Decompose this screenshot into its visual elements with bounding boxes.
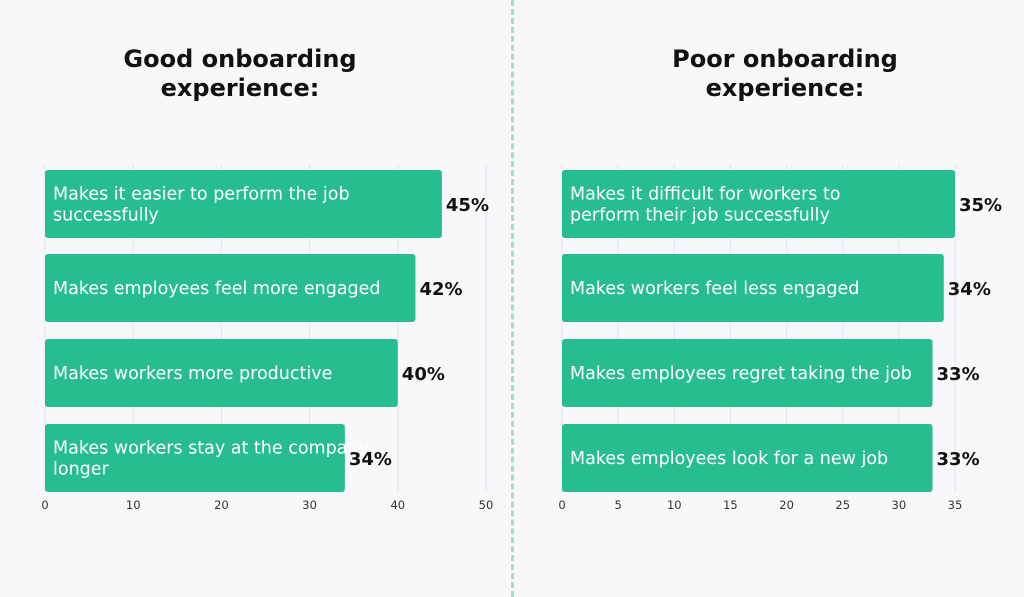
data-label: 34% [948,279,991,300]
bar-label: Makes workers stay at the company longer [53,439,369,480]
data-label: 35% [959,195,1002,216]
x-tick-label: 40 [390,498,405,512]
x-tick-label: 30 [302,498,317,512]
bar-label: Makes employees regret taking the job [570,364,912,384]
bar [562,254,944,322]
x-tick-label: 0 [41,498,48,512]
bar-label: Makes employees look for a new job [570,449,888,469]
data-label: 42% [419,279,462,300]
x-tick-label: 5 [614,498,621,512]
bar-label: Makes workers more productive [53,364,332,384]
bar-label: Makes workers feel less engaged [570,279,859,299]
bar [45,170,442,238]
data-label: 33% [937,364,980,385]
chart-title-good: Good onboarding experience: [123,45,357,102]
x-tick-label: 30 [892,498,907,512]
x-tick-label: 20 [214,498,229,512]
x-tick-label: 0 [558,498,565,512]
bar [45,339,398,407]
bar [562,170,955,238]
bar-label: Makes it difficult for workers to perform… [570,185,841,226]
x-tick-label: 35 [948,498,963,512]
data-label: 45% [446,195,489,216]
bar [45,254,416,322]
x-tick-label: 15 [723,498,738,512]
data-label: 33% [937,449,980,470]
bar [45,424,345,492]
panel-divider [511,0,514,597]
data-label: 40% [402,364,445,385]
chart-title-poor: Poor onboarding experience: [672,45,898,102]
bar-label: Makes employees feel more engaged [53,279,381,299]
data-label: 34% [349,449,392,470]
bar [562,424,933,492]
x-tick-label: 10 [126,498,141,512]
x-tick-label: 20 [779,498,794,512]
x-tick-label: 10 [667,498,682,512]
x-tick-label: 50 [479,498,494,512]
x-tick-label: 25 [835,498,850,512]
bar-label: Makes it easier to perform the job succes… [53,185,350,226]
bar [562,339,933,407]
